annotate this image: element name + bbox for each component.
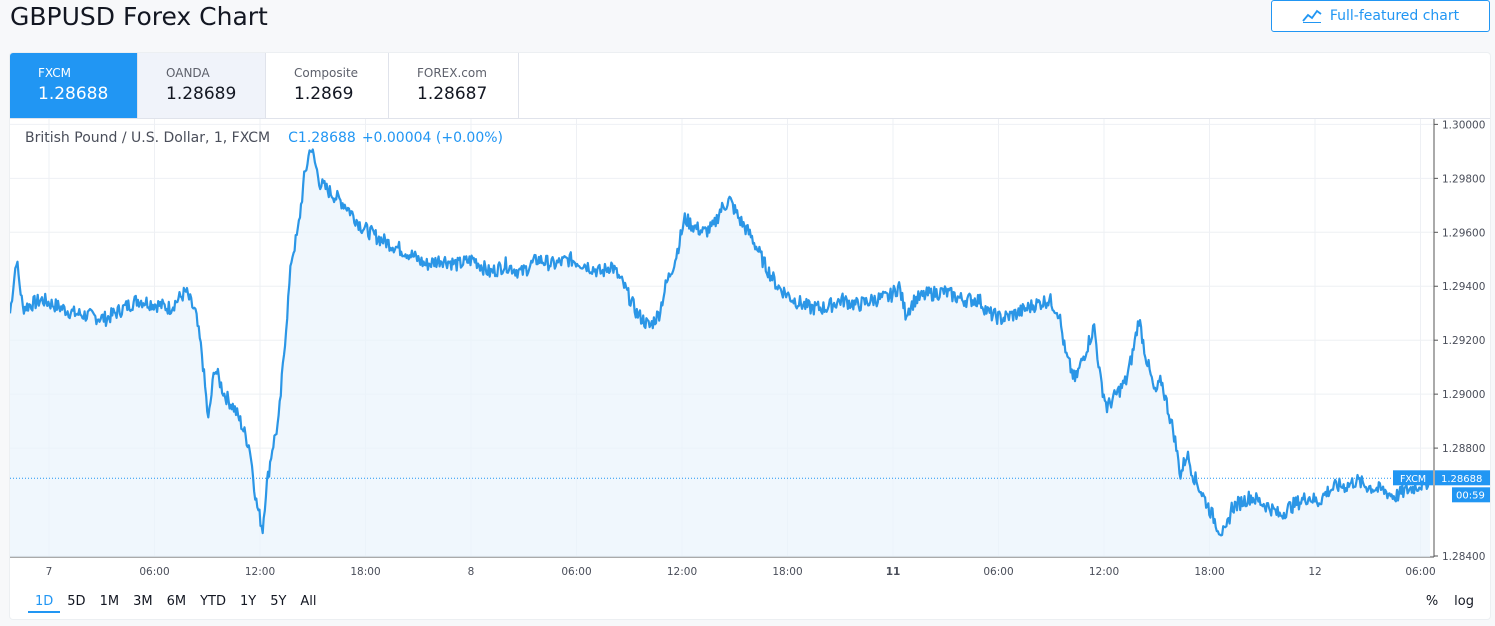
tabs-divider — [10, 118, 1490, 119]
x-tick-label: 06:00 — [983, 566, 1013, 578]
x-tick-label: 18:00 — [772, 566, 802, 578]
countdown-label-bg — [1452, 487, 1490, 503]
tab-price: 1.28689 — [166, 84, 237, 104]
chart-line-icon — [1302, 9, 1322, 23]
source-label-bg — [1393, 470, 1433, 486]
price-chart[interactable]: 1.30000 1.29800 1.29600 1.29400 1.29200 1.290… — [10, 53, 1490, 619]
y-tick-label: 1.29400 — [1442, 281, 1485, 293]
last-price-label: 1.28688 — [1441, 474, 1482, 485]
exchange-tabs: FXCM 1.28688 OANDA 1.28689 Composite 1.2… — [10, 53, 519, 118]
y-tick-label: 1.29600 — [1442, 227, 1485, 239]
y-tick-label: 1.29200 — [1442, 335, 1485, 347]
range-6m[interactable]: 6M — [166, 594, 187, 609]
price-series-line — [10, 148, 1431, 537]
full-featured-chart-button[interactable]: Full-featured chart — [1271, 0, 1490, 32]
tab-name: Composite — [294, 66, 359, 80]
legend-change: +0.00004 (+0.00%) — [361, 130, 504, 146]
full-featured-chart-label: Full-featured chart — [1329, 8, 1460, 24]
x-tick-label: 11 — [886, 566, 901, 578]
countdown-label: 00:59 — [1456, 490, 1485, 501]
tab-name: FOREX.com — [417, 66, 487, 80]
x-tick-label: 06:00 — [561, 566, 591, 578]
tab-composite[interactable]: Composite 1.2869 — [266, 53, 389, 118]
price-area-fill — [10, 149, 1430, 557]
tab-fxcm[interactable]: FXCM 1.28688 — [10, 53, 138, 118]
x-tick-label: 12 — [1308, 566, 1321, 578]
range-3m[interactable]: 3M — [133, 594, 153, 609]
x-tick-label: 8 — [468, 566, 475, 578]
range-ytd[interactable]: YTD — [200, 594, 226, 609]
log-scale-toggle[interactable]: log — [1454, 594, 1474, 609]
y-tick-label: 1.29000 — [1442, 389, 1485, 401]
tab-oanda[interactable]: OANDA 1.28689 — [138, 53, 266, 118]
y-tick-label: 1.28800 — [1442, 443, 1485, 455]
x-tick-label: 12:00 — [1089, 566, 1119, 578]
x-tick-label: 18:00 — [350, 566, 380, 578]
x-tick-label: 06:00 — [1405, 566, 1435, 578]
chart-legend: British Pound / U.S. Dollar, 1, FXCM C1.2… — [25, 129, 503, 147]
range-1d[interactable]: 1D — [28, 593, 61, 613]
legend-symbol: British Pound / U.S. Dollar, 1, FXCM — [25, 130, 271, 146]
x-tick-label: 18:00 — [1194, 566, 1224, 578]
range-1y[interactable]: 1Y — [239, 594, 257, 609]
source-label: FXCM — [1400, 474, 1426, 485]
tab-price: 1.28687 — [417, 84, 488, 104]
page-title: GBPUSD Forex Chart — [10, 2, 268, 31]
x-tick-label: 12:00 — [667, 566, 697, 578]
y-tick-label: 1.29800 — [1442, 173, 1485, 185]
last-price-label-bg — [1435, 470, 1490, 486]
range-1m[interactable]: 1M — [99, 594, 120, 609]
y-tick-label: 1.28400 — [1442, 551, 1485, 563]
percent-scale-toggle[interactable]: % — [1425, 594, 1439, 609]
legend-close: C1.28688 — [288, 130, 356, 146]
x-tick-label: 7 — [46, 566, 53, 578]
y-tick-label: 1.30000 — [1442, 119, 1485, 131]
tab-name: FXCM — [38, 66, 71, 80]
chart-widget: FXCM 1.28688 OANDA 1.28689 Composite 1.2… — [10, 53, 1490, 619]
range-5d[interactable]: 5D — [67, 594, 86, 609]
x-tick-label: 12:00 — [245, 566, 275, 578]
range-all[interactable]: All — [300, 594, 317, 609]
tab-name: OANDA — [166, 66, 210, 80]
range-selector: 1D 5D 1M 3M 6M YTD 1Y 5Y All — [28, 593, 324, 613]
tab-price: 1.2869 — [294, 84, 354, 104]
x-tick-label: 06:00 — [139, 566, 169, 578]
scale-options: % log — [1426, 593, 1474, 611]
range-5y[interactable]: 5Y — [270, 594, 287, 609]
tab-forex-com[interactable]: FOREX.com 1.28687 — [389, 53, 519, 118]
tab-price: 1.28688 — [38, 84, 109, 104]
